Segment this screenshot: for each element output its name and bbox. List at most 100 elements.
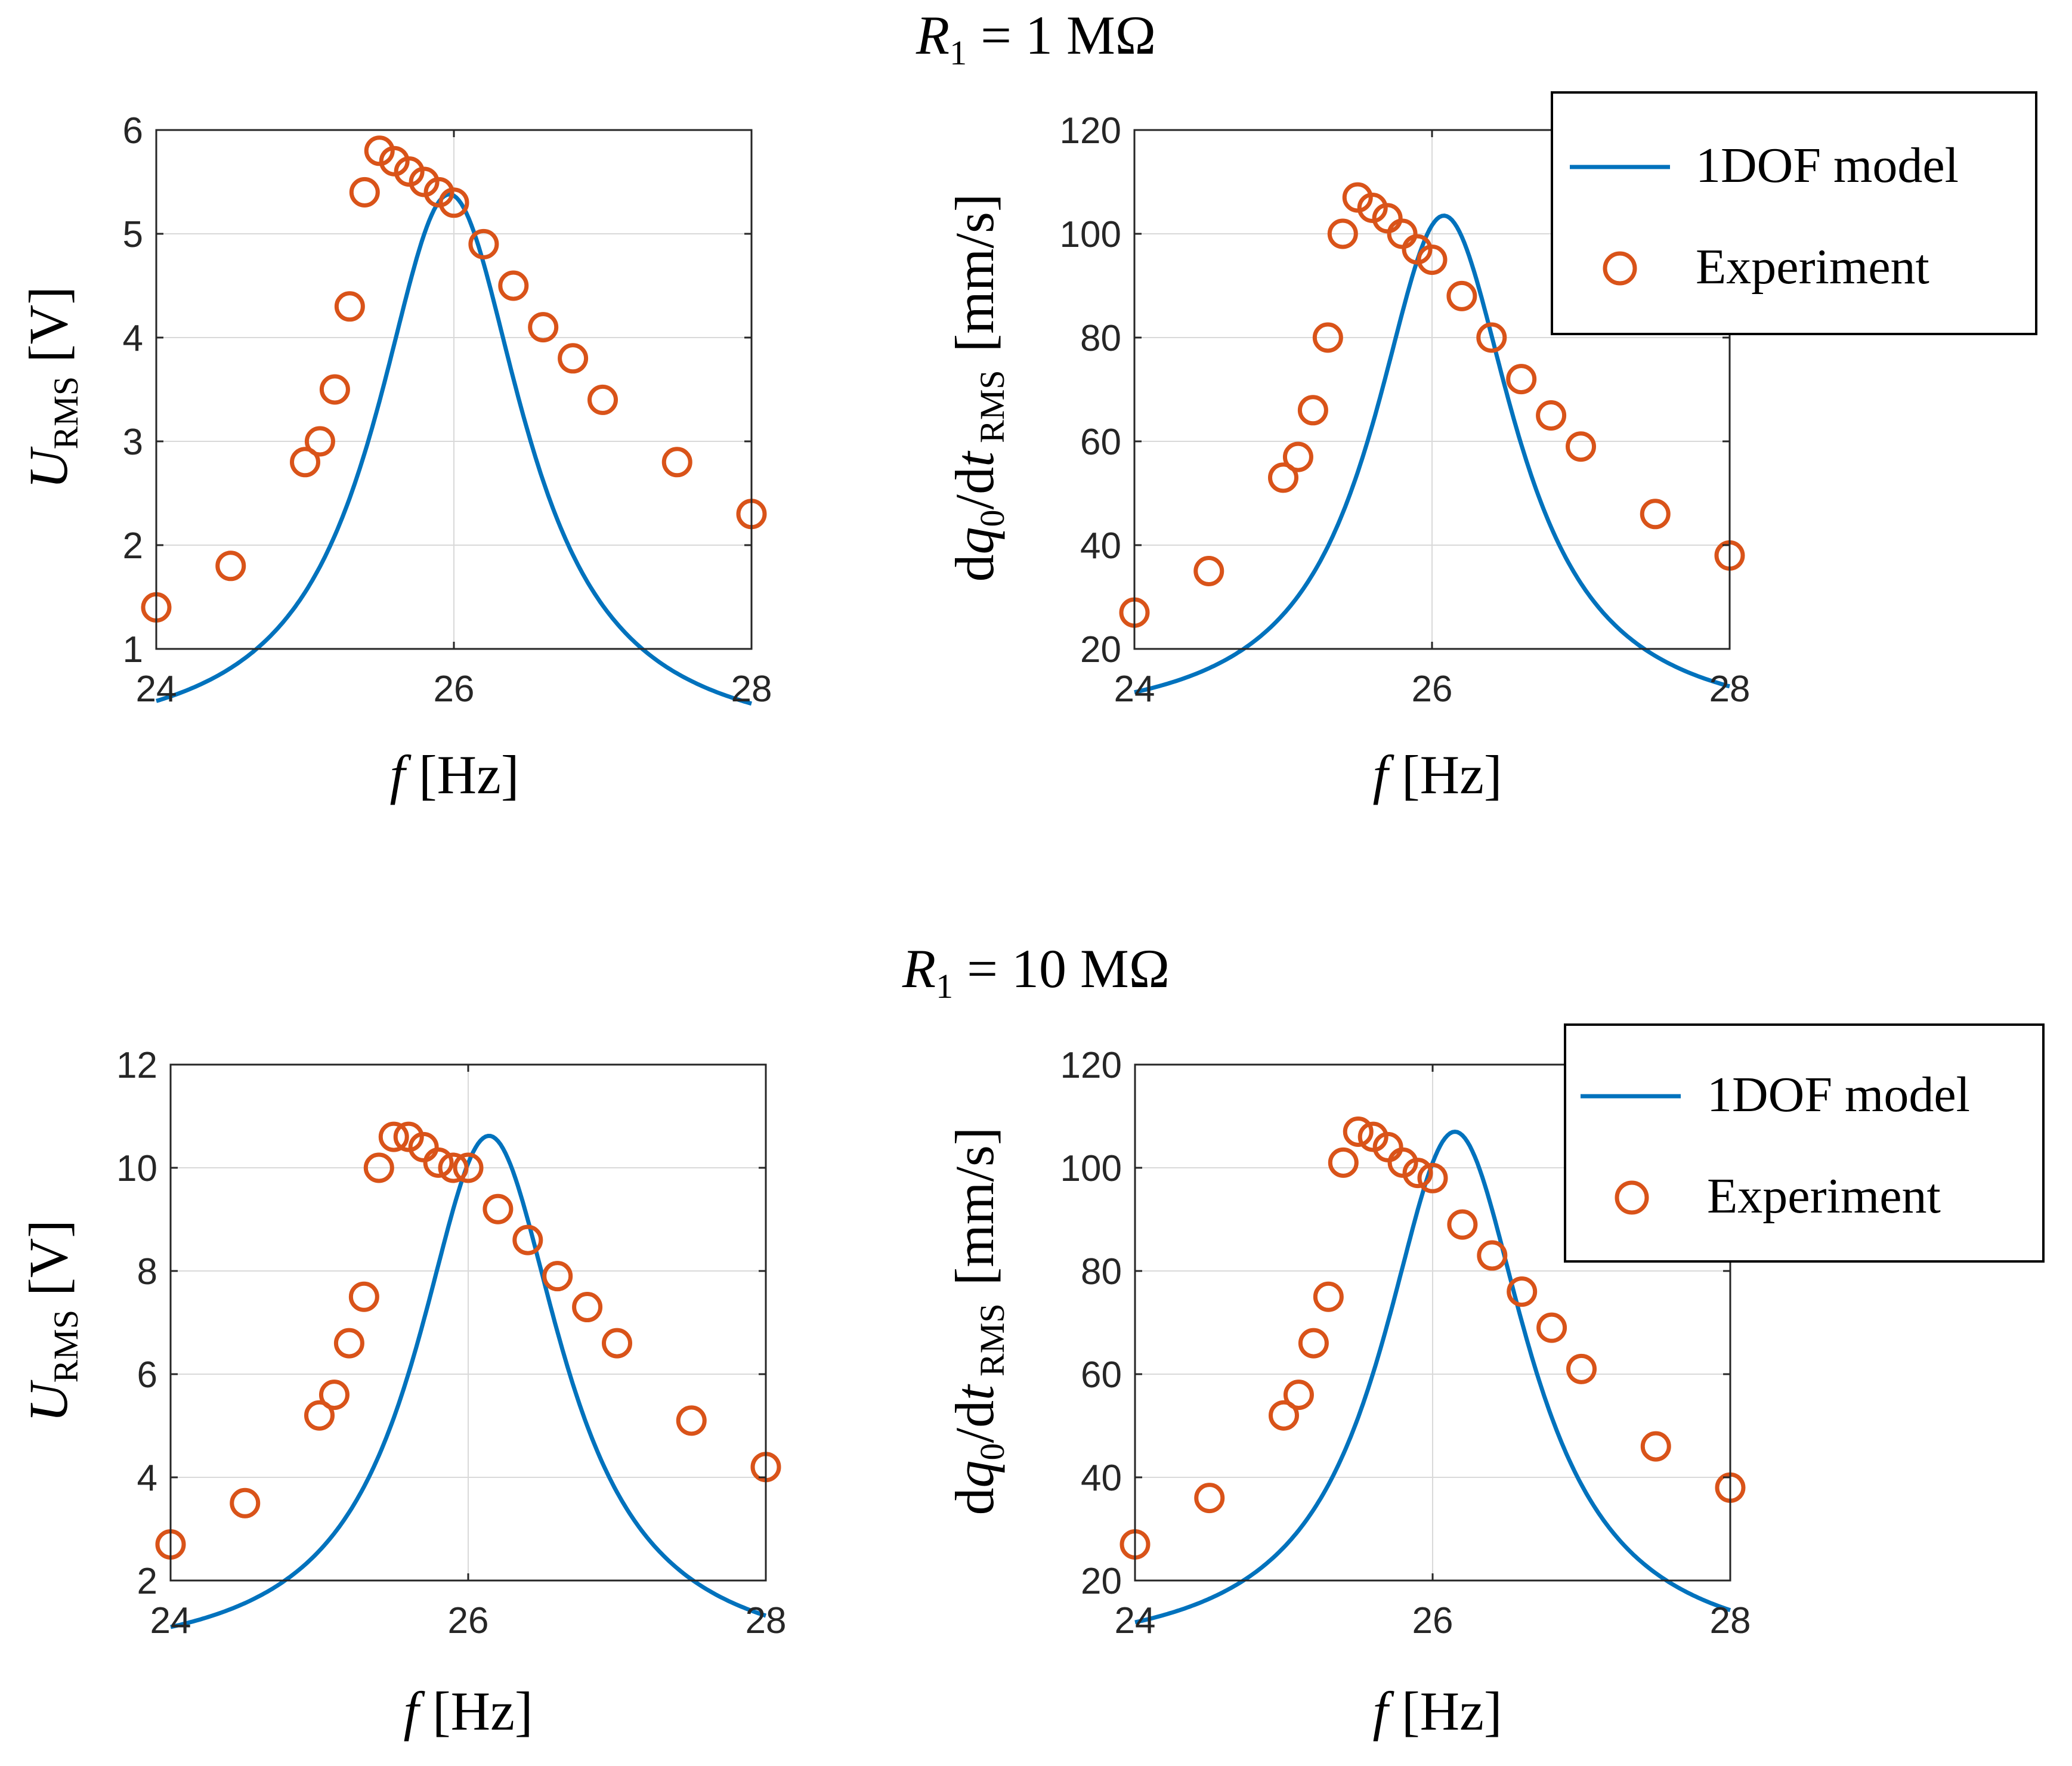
chart-top-right-experiment-point [1297, 395, 1328, 426]
legend-bottom: 1DOF model Experiment [1564, 1023, 2045, 1263]
chart-top-left-experiment-point [661, 447, 692, 478]
ylabel-top-right: dq0/dt RMS[mm/s] [944, 194, 1012, 582]
chart-bottom-left-ytick-label: 12 [116, 1045, 157, 1086]
xlabel-top-left: f [Hz] [389, 744, 519, 805]
chart-bottom-left-experiment-point [572, 1292, 603, 1323]
chart-bottom-right-model-line [1134, 1129, 1731, 1625]
chart-top-right-ytick-label: 120 [1060, 110, 1121, 151]
chart-bottom-left-xtick-label: 24 [150, 1600, 191, 1641]
chart-top-left-ytick-label: 2 [123, 525, 143, 567]
chart-top-right-xtick-label: 26 [1412, 669, 1453, 710]
chart-top-right-model-line [1134, 214, 1730, 695]
chart-bottom-left-experiment-point [318, 1380, 350, 1411]
chart-top-left: 24 26 28 1 2 3 4 5 6 [123, 110, 772, 710]
legend-bottom-experiment-label: Experiment [1707, 1168, 1941, 1224]
chart-bottom-right-experiment-point [1298, 1328, 1329, 1359]
ylabel-top-left: URMS [V] [18, 286, 85, 489]
chart-bottom-right-experiment-point [1477, 1240, 1508, 1271]
chart-bottom-right-xtick-label: 28 [1710, 1600, 1751, 1641]
chart-top-right-experiment-point [1327, 218, 1358, 249]
chart-bottom-right-experiment-point [1328, 1147, 1359, 1178]
chart-bottom-left-ytick-label: 2 [137, 1561, 157, 1602]
chart-bottom-left-experiment-point [348, 1281, 379, 1312]
chart-bottom-left-experiment-point [676, 1405, 707, 1436]
chart-top-left-experiment-point [349, 177, 380, 208]
legend-bottom-experiment-marker [1615, 1180, 1649, 1215]
chart-bottom-left-experiment-point [423, 1147, 454, 1178]
chart-top-right-experiment-point [1476, 322, 1507, 353]
chart-bottom-right-ytick-label: 100 [1060, 1148, 1122, 1189]
chart-top-right-xtick-label: 24 [1114, 669, 1155, 710]
chart-bottom-right-experiment-point [1313, 1281, 1344, 1312]
chart-top-right-ytick-label: 80 [1080, 318, 1121, 359]
chart-top-left-experiment-point [290, 447, 320, 478]
chart-bottom-right-experiment-point [1447, 1209, 1478, 1240]
chart-bottom-left-experiment-point [512, 1224, 543, 1255]
chart-top-left-ytick-label: 5 [123, 214, 143, 255]
chart-top-right-experiment-point [1268, 462, 1298, 493]
chart-top-left-ytick-label: 1 [123, 629, 143, 670]
chart-top-left-xtick-label: 26 [434, 669, 475, 710]
chart-bottom-left-xtick-label: 28 [746, 1600, 787, 1641]
ylabel-bottom-left: URMS [V] [18, 1220, 85, 1422]
chart-bottom-left-ytick-label: 8 [137, 1251, 157, 1292]
chart-top-right-experiment-point [1417, 245, 1448, 275]
chart-bottom-right-experiment-point [1640, 1431, 1671, 1462]
chart-top-right-ytick-label: 20 [1080, 629, 1121, 670]
chart-bottom-left-ytick-label: 10 [116, 1148, 157, 1189]
chart-top-right-ytick-label: 100 [1060, 214, 1121, 255]
chart-top-right-ytick-label: 40 [1080, 525, 1121, 567]
chart-top-left-experiment-point [334, 291, 365, 322]
chart-bottom-left-model-line [170, 1133, 767, 1629]
chart-bottom-right-experiment-point [1402, 1158, 1433, 1189]
chart-top-left-experiment-point [558, 343, 589, 374]
title-top: R1 = 1 MΩ [916, 5, 1156, 72]
chart-bottom-left-experiment-point [542, 1261, 573, 1292]
chart-bottom-right-experiment-point [1507, 1276, 1538, 1307]
chart-bottom-left-experiment-point [363, 1152, 394, 1183]
chart-top-right-experiment-point [1536, 400, 1567, 431]
title-bottom: R1 = 10 MΩ [902, 938, 1170, 1006]
chart-top-left-ytick-label: 6 [123, 110, 143, 151]
chart-bottom-left-experiment-point [438, 1152, 469, 1183]
chart-top-right-experiment-point [1506, 364, 1537, 395]
chart-bottom-right-xtick-label: 26 [1412, 1600, 1454, 1641]
chart-bottom-left-experiment-point [333, 1328, 364, 1359]
chart-bottom-right-experiment-point [1417, 1162, 1448, 1193]
ylabel-bottom-right: dq0/dt RMS[mm/s] [944, 1127, 1012, 1516]
chart-bottom-left-experiment-point [453, 1152, 484, 1183]
xlabel-bottom-left: f [Hz] [403, 1681, 533, 1742]
chart-top-left-ytick-label: 3 [123, 422, 143, 463]
legend-bottom-model-label: 1DOF model [1707, 1067, 1970, 1122]
chart-bottom-right-ytick-label: 80 [1081, 1251, 1122, 1292]
chart-top-left-xtick-label: 24 [136, 669, 177, 710]
chart-bottom-left-experiment-point [483, 1193, 514, 1224]
chart-bottom-right-experiment-point [1194, 1483, 1225, 1514]
chart-top-right-experiment-point [1566, 431, 1596, 462]
chart-top-left-experiment-point [438, 187, 469, 218]
chart-bottom-left-experiment-point [304, 1400, 335, 1431]
chart-top-right-ytick-label: 60 [1080, 422, 1121, 463]
chart-bottom-right-experiment-point [1536, 1312, 1567, 1343]
legend-top-experiment-label: Experiment [1696, 239, 1929, 295]
chart-top-left-experiment-point [587, 384, 618, 415]
chart-bottom-left-ytick-label: 6 [137, 1354, 157, 1396]
chart-top-right-experiment-point [1312, 322, 1343, 353]
chart-top-left-experiment-point [319, 374, 350, 405]
chart-bottom-right-ytick-label: 60 [1081, 1354, 1122, 1396]
chart-bottom-left-ytick-label: 4 [137, 1458, 157, 1499]
legend-top-experiment-marker [1603, 251, 1637, 286]
chart-top-left-xtick-label: 28 [731, 669, 772, 710]
chart-bottom-left-xtick-label: 26 [448, 1600, 489, 1641]
xlabel-top-right: f [Hz] [1372, 744, 1502, 805]
legend-top-model-label: 1DOF model [1696, 138, 1959, 193]
chart-bottom-right-ytick-label: 40 [1081, 1458, 1122, 1499]
chart-top-right-experiment-point [1640, 499, 1671, 530]
xlabel-bottom-right: f [Hz] [1372, 1681, 1502, 1742]
chart-bottom-right-experiment-point [1283, 1380, 1314, 1411]
chart-bottom-right-ytick-label: 120 [1060, 1045, 1122, 1086]
chart-bottom-right-experiment-point [1566, 1353, 1597, 1384]
chart-bottom-right-experiment-point [1343, 1116, 1374, 1147]
